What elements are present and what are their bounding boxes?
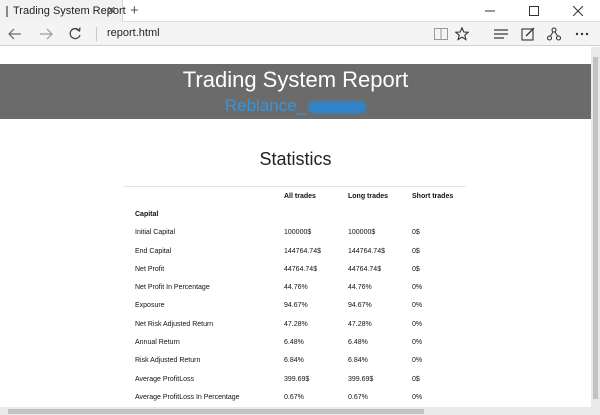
redacted-text	[308, 100, 367, 113]
metric-value: 6.84%	[348, 357, 368, 365]
navigation-bar: report.html	[0, 22, 600, 46]
metric-value: 6.48%	[348, 339, 368, 347]
table-row: Average ProfitLoss In Percentage 0.67% 0.6…	[124, 388, 466, 406]
metric-label: Annual Return	[135, 339, 180, 347]
table-row: Net Profit 44764.74$ 44764.74$ 0$	[124, 260, 466, 278]
back-icon[interactable]	[6, 24, 24, 44]
metric-value: 47.28%	[348, 320, 372, 328]
metric-value: 144764.74$	[284, 247, 321, 255]
column-header: All trades	[284, 192, 316, 200]
divider	[124, 186, 466, 187]
metric-value: 94.67%	[284, 302, 308, 310]
metric-value: 47.28%	[284, 320, 308, 328]
horizontal-scrollbar[interactable]	[0, 407, 600, 415]
column-header	[124, 187, 278, 205]
metric-label: Risk Adjusted Return	[135, 357, 201, 365]
metric-value: 44.76%	[348, 284, 372, 292]
metric-label: Exposure	[135, 302, 165, 310]
metric-value: 0$	[412, 247, 420, 255]
metric-label: Net Profit	[135, 265, 165, 273]
address-separator	[96, 27, 97, 41]
group-label: Capital	[135, 210, 159, 218]
metric-value: 399.69$	[348, 375, 374, 383]
column-header: Short trades	[412, 192, 454, 200]
table-header-row: All trades Long trades Short trades	[124, 187, 466, 205]
table-row: Net Profit In Percentage 44.76% 44.76% 0%	[124, 278, 466, 296]
table-row: Annual Return 6.48% 6.48% 0%	[124, 333, 466, 351]
statistics-heading: Statistics	[259, 149, 332, 169]
metric-value: 0%	[412, 302, 423, 310]
statistics-table: All trades Long trades Short trades Capi…	[124, 187, 466, 407]
metric-value: 0.67%	[284, 393, 304, 401]
metric-value: 0%	[412, 284, 423, 292]
metric-value: 0$	[412, 265, 420, 273]
report-title: Trading System Report	[182, 67, 409, 92]
metric-value: 44764.74$	[284, 265, 318, 273]
metric-value: 399.69$	[284, 375, 310, 383]
report-subtitle-text: Reblance_	[224, 96, 307, 115]
favorite-star-icon[interactable]	[454, 24, 470, 44]
table-row: Risk Adjusted Return 6.84% 6.84% 0%	[124, 352, 466, 370]
metric-value: 100000$	[284, 229, 312, 237]
metric-value: 44.76%	[284, 284, 308, 292]
close-tab-icon[interactable]: ✕	[106, 5, 116, 17]
metric-value: 0%	[412, 357, 423, 365]
metric-value: 44764.74$	[348, 265, 382, 273]
web-note-icon[interactable]	[520, 24, 536, 44]
report-header: Trading System Report Reblance_	[0, 64, 591, 119]
share-icon[interactable]	[546, 24, 562, 44]
close-window-icon[interactable]	[556, 0, 600, 22]
maximize-icon[interactable]	[512, 0, 556, 22]
metric-value: 144764.74$	[348, 247, 385, 255]
refresh-icon[interactable]	[66, 24, 84, 44]
table-row: Initial Capital 100000$ 100000$ 0$	[124, 224, 466, 242]
report-subtitle: Reblance_	[224, 95, 367, 117]
page-viewport: Trading System Report Reblance_ Statisti…	[0, 47, 591, 407]
metric-value: 0$	[412, 229, 420, 237]
table-row: Average ProfitLoss 399.69$ 399.69$ 0$	[124, 370, 466, 388]
column-header: Long trades	[348, 192, 389, 200]
metric-label: Initial Capital	[135, 229, 176, 237]
table-row: Net Risk Adjusted Return 47.28% 47.28% 0%	[124, 315, 466, 333]
metric-label: Average ProfitLoss	[135, 375, 195, 383]
vertical-scroll-thumb[interactable]	[593, 57, 598, 399]
hub-icon[interactable]	[493, 24, 509, 44]
forward-icon[interactable]	[37, 24, 55, 44]
vertical-scrollbar[interactable]	[591, 47, 600, 407]
minimize-icon[interactable]	[468, 0, 512, 22]
table-row: Exposure 94.67% 94.67% 0%	[124, 297, 466, 315]
metric-value: 0.67%	[348, 393, 368, 401]
metric-label: Net Profit In Percentage	[135, 284, 210, 292]
group-row: Capital	[124, 205, 466, 223]
browser-tab[interactable]: Trading System Report ✕	[0, 0, 126, 22]
metric-value: 0$	[412, 375, 420, 383]
metric-label: Average ProfitLoss In Percentage	[135, 393, 240, 401]
tab-title: Trading System Report	[13, 5, 126, 17]
metric-value: 94.67%	[348, 302, 372, 310]
new-tab-button[interactable]: +	[130, 2, 139, 19]
metric-value: 0%	[412, 393, 423, 401]
metric-value: 0%	[412, 320, 423, 328]
metric-value: 0%	[412, 339, 423, 347]
title-bar: Trading System Report ✕ +	[0, 0, 600, 22]
metric-label: Net Risk Adjusted Return	[135, 320, 214, 328]
metric-value: 100000$	[348, 229, 376, 237]
more-icon[interactable]	[574, 24, 590, 44]
metric-value: 6.48%	[284, 339, 304, 347]
address-bar[interactable]: report.html	[107, 27, 160, 39]
table-row: End Capital 144764.74$ 144764.74$ 0$	[124, 242, 466, 260]
metric-value: 6.84%	[284, 357, 304, 365]
reading-view-icon[interactable]	[433, 24, 449, 44]
page-icon	[6, 5, 8, 17]
metric-label: End Capital	[135, 247, 172, 255]
horizontal-scroll-thumb[interactable]	[8, 409, 424, 414]
